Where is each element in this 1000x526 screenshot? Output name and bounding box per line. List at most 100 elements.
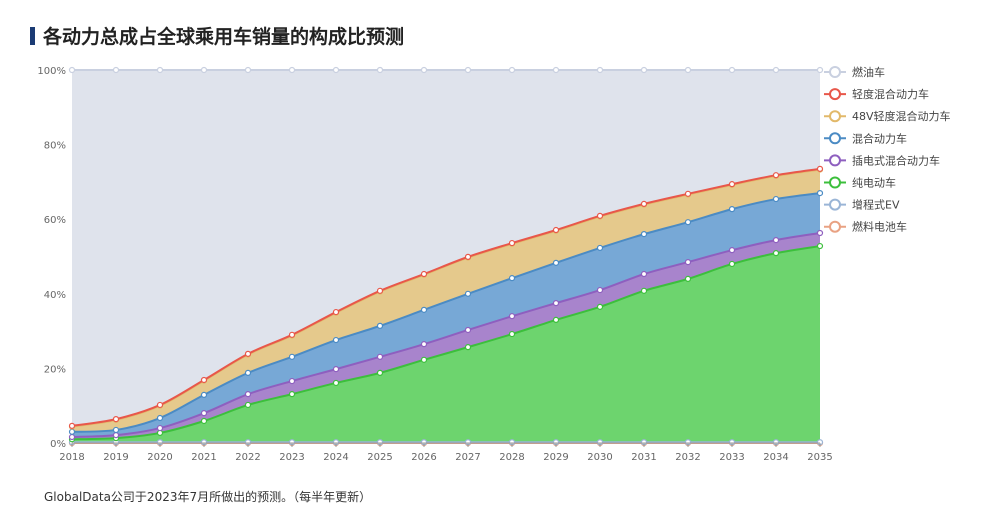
series-2-point[interactable]	[684, 275, 692, 282]
series-7-point[interactable]	[244, 66, 252, 74]
series-4-point[interactable]	[112, 426, 120, 434]
series-7-point[interactable]	[816, 66, 824, 74]
x-tick-label: 2031	[631, 452, 656, 463]
legend-item-series-7[interactable]: 燃油车	[824, 65, 885, 79]
series-4-point[interactable]	[332, 336, 340, 344]
series-7-point[interactable]	[464, 66, 472, 74]
series-2-point[interactable]	[728, 260, 736, 268]
series-6-point[interactable]	[112, 416, 120, 423]
series-6-point[interactable]	[68, 422, 76, 429]
legend-item-series-0[interactable]: 燃料电池车	[824, 220, 907, 234]
series-2-point[interactable]	[772, 250, 780, 257]
series-2-point[interactable]	[200, 417, 208, 425]
series-2-point[interactable]	[816, 242, 824, 250]
series-6-point[interactable]	[420, 270, 428, 278]
series-6-point[interactable]	[200, 376, 208, 384]
series-7-point[interactable]	[332, 66, 340, 74]
series-6-point[interactable]	[156, 401, 164, 409]
series-3-point[interactable]	[728, 247, 736, 254]
legend-item-series-4[interactable]: 混合动力车	[824, 131, 907, 145]
series-3-point[interactable]	[816, 229, 824, 237]
series-4-point[interactable]	[464, 290, 472, 297]
series-3-point[interactable]	[376, 353, 384, 360]
series-3-point[interactable]	[244, 391, 252, 398]
series-3-point[interactable]	[420, 341, 428, 348]
series-4-point[interactable]	[552, 259, 560, 266]
series-7-point[interactable]	[508, 66, 516, 74]
legend-circle-icon	[829, 154, 841, 167]
legend-item-series-5[interactable]: 48V轻度混合动力车	[824, 109, 951, 123]
series-7-point[interactable]	[376, 66, 384, 74]
series-2-point[interactable]	[640, 287, 648, 294]
series-6-point[interactable]	[244, 350, 252, 357]
series-4-point[interactable]	[772, 195, 780, 203]
series-3-point[interactable]	[156, 424, 164, 432]
series-3-point[interactable]	[772, 236, 780, 244]
legend-item-series-1[interactable]: 增程式EV	[824, 198, 900, 212]
series-6-point[interactable]	[464, 253, 472, 260]
series-6-point[interactable]	[332, 308, 340, 316]
series-4-point[interactable]	[288, 353, 296, 360]
series-6-point[interactable]	[772, 172, 780, 179]
series-7-point[interactable]	[68, 66, 76, 74]
series-2-point[interactable]	[552, 316, 560, 324]
x-tick-label: 2021	[191, 452, 216, 463]
series-4-point[interactable]	[200, 391, 208, 398]
series-4-point[interactable]	[156, 414, 164, 422]
series-2-point[interactable]	[464, 344, 472, 351]
series-4-point[interactable]	[596, 244, 604, 252]
series-6-point[interactable]	[288, 331, 296, 338]
series-3-point[interactable]	[288, 377, 296, 385]
series-7-point[interactable]	[596, 66, 604, 74]
series-2-point[interactable]	[376, 369, 384, 376]
series-6-point[interactable]	[640, 200, 648, 208]
series-3-point[interactable]	[640, 270, 648, 278]
legend-item-series-2[interactable]: 纯电动车	[824, 176, 896, 190]
series-3-point[interactable]	[112, 432, 120, 439]
series-4-point[interactable]	[244, 369, 252, 376]
x-tick-label: 2019	[103, 452, 128, 463]
series-3-point[interactable]	[200, 410, 208, 417]
series-7-point[interactable]	[684, 66, 692, 74]
series-3-point[interactable]	[508, 313, 516, 320]
legend-item-series-3[interactable]: 插电式混合动力车	[824, 153, 940, 167]
series-2-point[interactable]	[288, 391, 296, 398]
series-3-point[interactable]	[552, 300, 560, 307]
series-4-point[interactable]	[508, 275, 516, 282]
series-4-point[interactable]	[816, 189, 824, 197]
y-tick-label: 20%	[44, 364, 66, 375]
series-3-point[interactable]	[332, 366, 340, 373]
series-4-point[interactable]	[684, 219, 692, 226]
series-2-point[interactable]	[596, 303, 604, 310]
series-3-point[interactable]	[596, 286, 604, 294]
series-6-point[interactable]	[508, 239, 516, 247]
series-2-point[interactable]	[244, 401, 252, 409]
series-6-point[interactable]	[596, 212, 604, 219]
series-6-point[interactable]	[728, 181, 736, 188]
series-2-point[interactable]	[420, 356, 428, 363]
series-4-point[interactable]	[728, 206, 736, 213]
series-7-point[interactable]	[552, 66, 560, 74]
series-7-point[interactable]	[288, 66, 296, 74]
series-6-point[interactable]	[376, 287, 384, 294]
series-7-point[interactable]	[156, 66, 164, 74]
series-2-point[interactable]	[332, 379, 340, 387]
series-4-point[interactable]	[68, 428, 76, 435]
series-7-point[interactable]	[112, 66, 120, 74]
series-6-point[interactable]	[684, 190, 692, 197]
series-4-point[interactable]	[420, 306, 428, 313]
series-3-point[interactable]	[684, 258, 692, 266]
series-4-point[interactable]	[640, 231, 648, 238]
series-6-point[interactable]	[816, 165, 824, 172]
series-3-point[interactable]	[464, 326, 472, 334]
series-4-point[interactable]	[376, 322, 384, 329]
series-7-point[interactable]	[772, 66, 780, 74]
series-7-point[interactable]	[640, 66, 648, 74]
series-7-point[interactable]	[200, 66, 208, 74]
series-3-point[interactable]	[68, 433, 76, 441]
series-6-point[interactable]	[552, 226, 560, 234]
series-7-point[interactable]	[728, 66, 736, 74]
series-7-point[interactable]	[420, 66, 428, 74]
legend-item-series-6[interactable]: 轻度混合动力车	[824, 87, 929, 101]
series-2-point[interactable]	[508, 330, 516, 338]
